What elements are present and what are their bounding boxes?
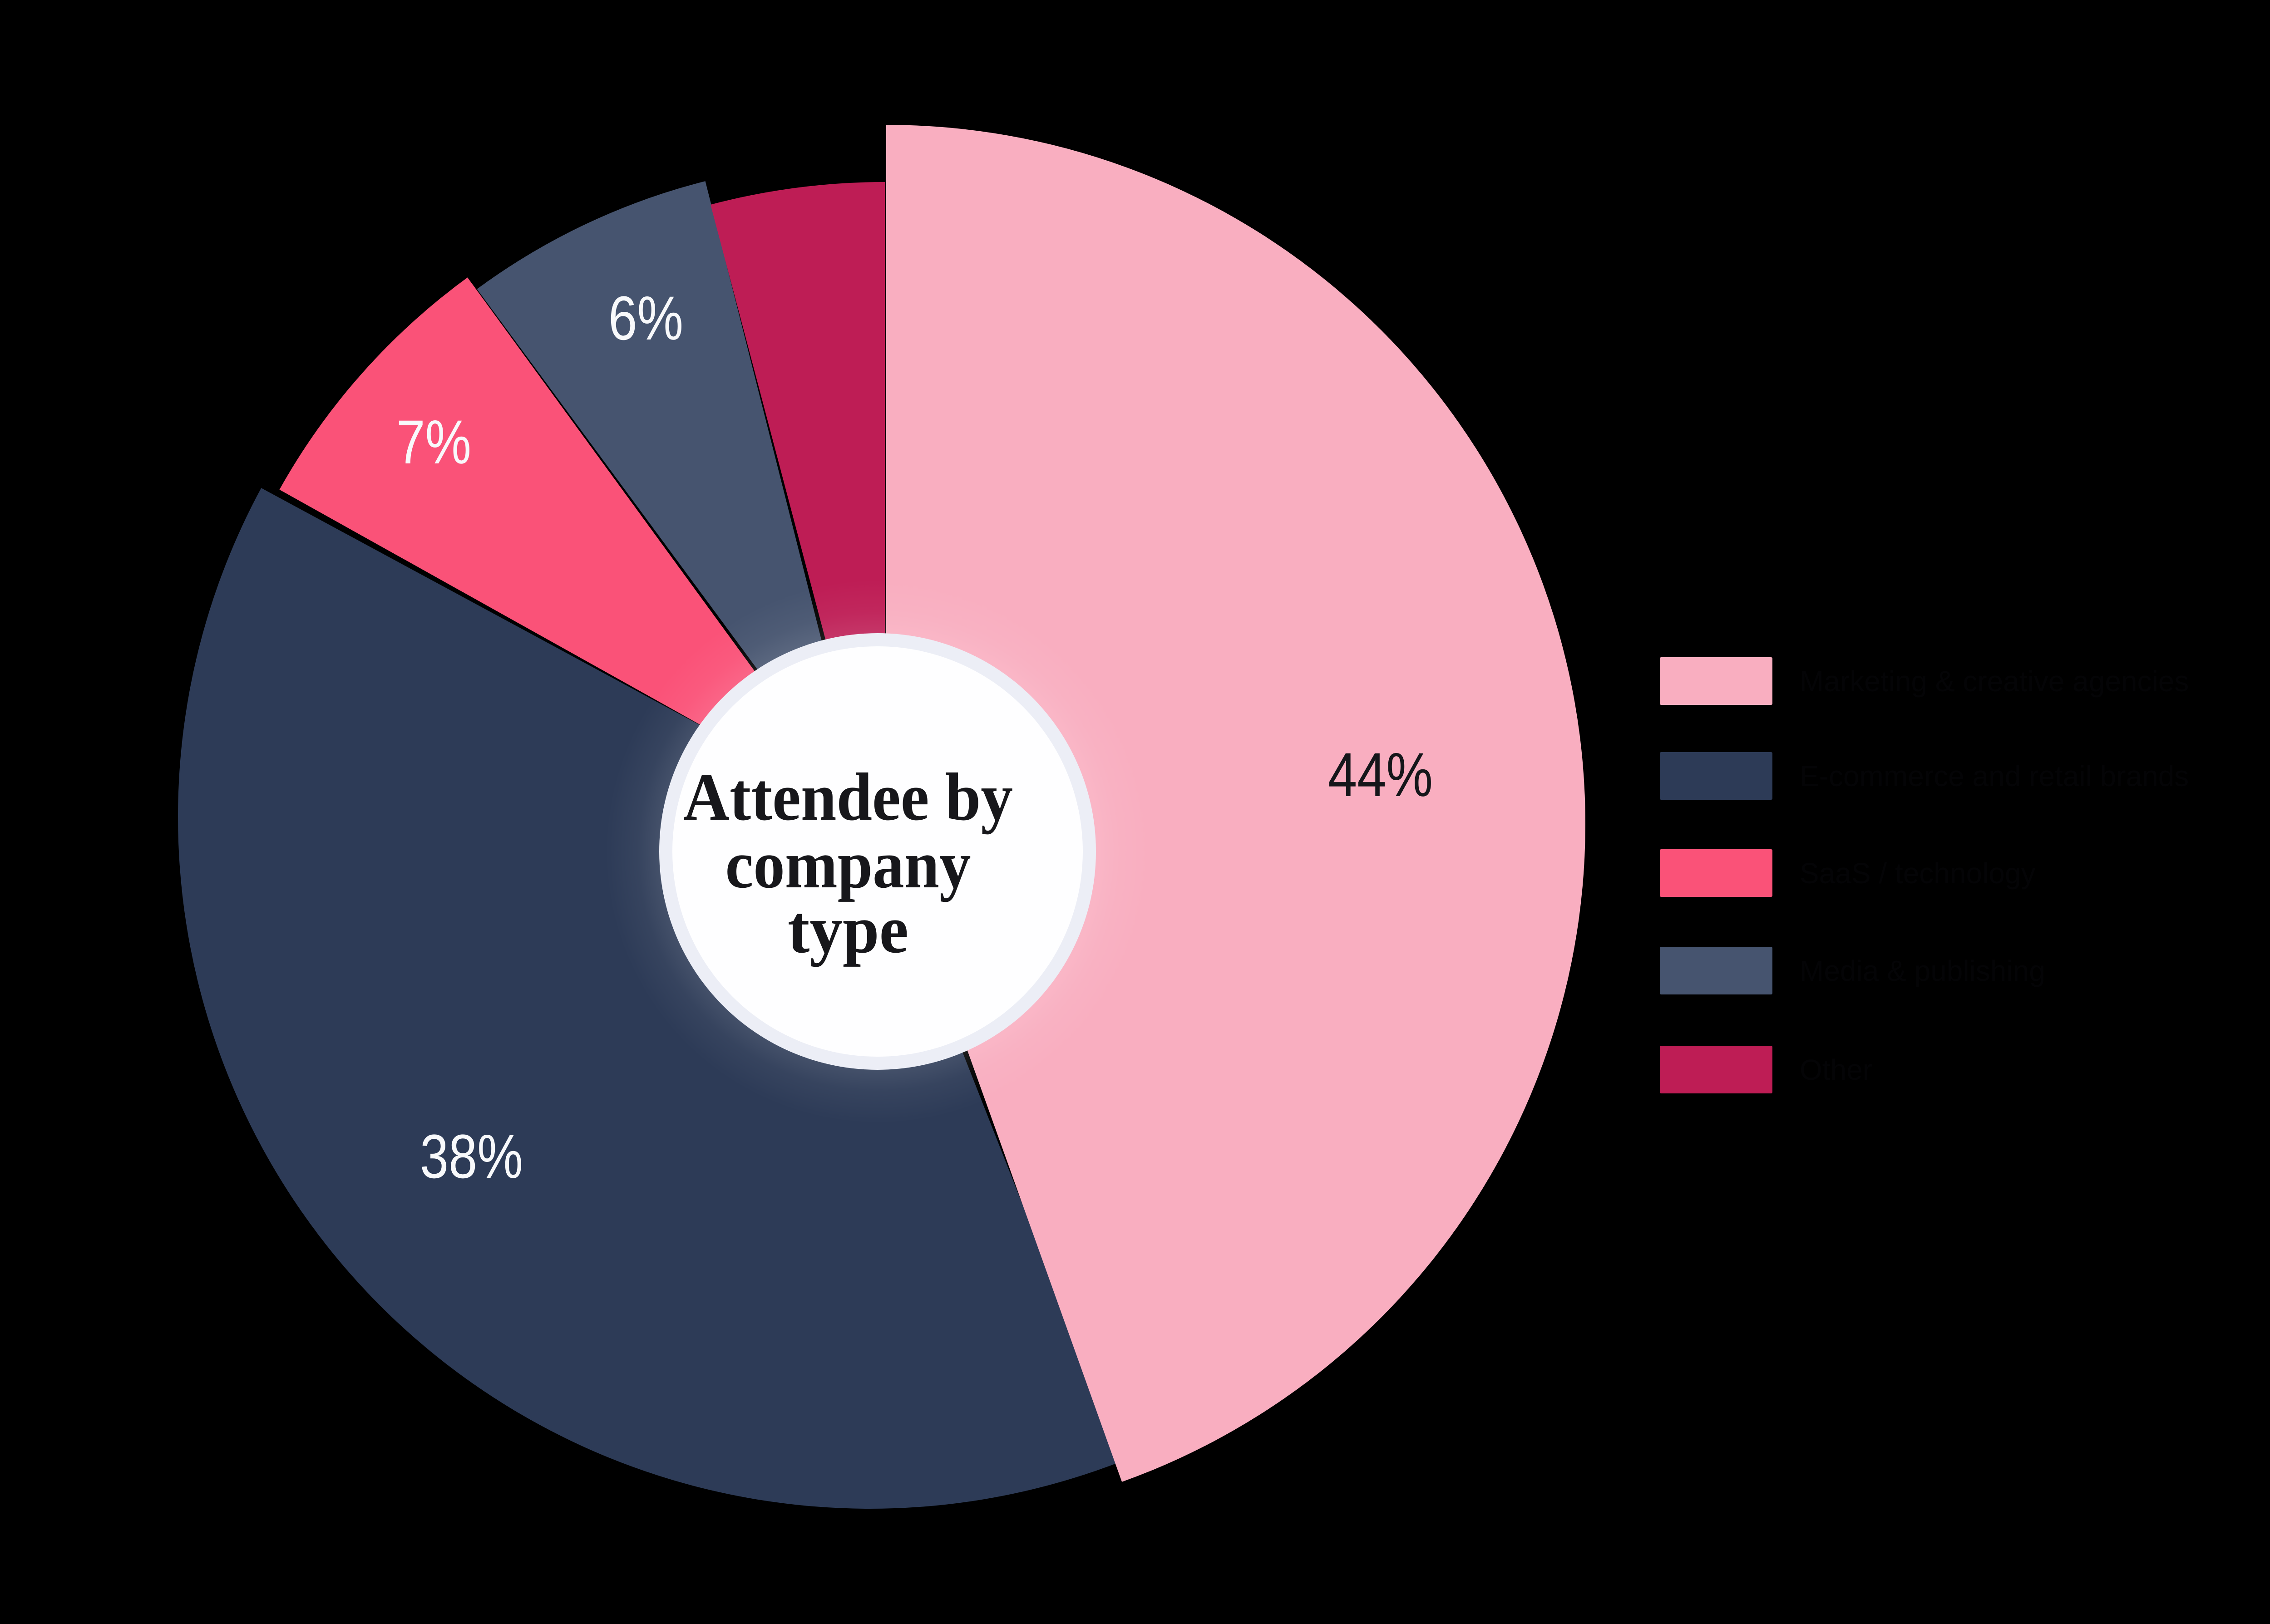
svg-text:44%: 44%: [1328, 740, 1433, 810]
svg-text:company: company: [725, 827, 971, 902]
svg-text:type: type: [788, 892, 908, 967]
svg-text:Attendee by: Attendee by: [683, 759, 1013, 835]
svg-text:E-commerce and retail brands: E-commerce and retail brands: [1800, 760, 2189, 792]
svg-text:38%: 38%: [420, 1122, 523, 1191]
svg-text:Other: Other: [1800, 1053, 1872, 1086]
svg-text:6%: 6%: [608, 284, 683, 353]
svg-text:Media & publishing: Media & publishing: [1800, 955, 2045, 987]
svg-text:Marketing & creative agencies: Marketing & creative agencies: [1800, 665, 2189, 698]
svg-text:7%: 7%: [396, 408, 471, 477]
svg-text:SaaS / technology: SaaS / technology: [1800, 857, 2035, 890]
